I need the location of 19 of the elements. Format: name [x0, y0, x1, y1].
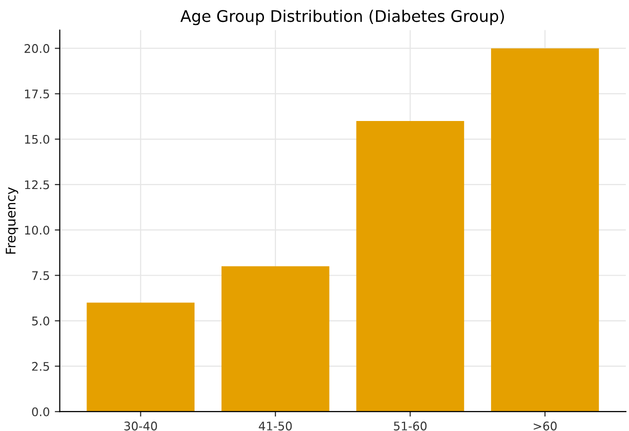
y-tick-label: 12.5	[25, 180, 49, 190]
y-tick-label: 10.0	[25, 226, 50, 235]
y-tick-label: 7.5	[32, 271, 49, 280]
x-tick-label: 30-40	[124, 422, 157, 430]
y-tick-label: 17.5	[25, 90, 49, 98]
bar	[356, 120, 464, 412]
y-tick-label: 5.0	[32, 316, 50, 326]
bar	[86, 302, 195, 412]
bar	[222, 266, 330, 412]
y-tick-label: 15.0	[25, 134, 50, 144]
y-tick-label: 20.0	[24, 44, 50, 53]
y-tick-label: 0.0	[32, 407, 50, 416]
y-axis-title: Frequency	[6, 187, 18, 254]
y-tick-label: 2.5	[32, 362, 49, 371]
chart-title: Age Group Distribution (Diabetes Group)	[180, 10, 504, 26]
bar	[491, 48, 599, 412]
x-tick-label: 41-50	[258, 422, 292, 430]
x-tick-label: >60	[534, 422, 557, 430]
x-tick-label: 51-60	[394, 422, 427, 430]
